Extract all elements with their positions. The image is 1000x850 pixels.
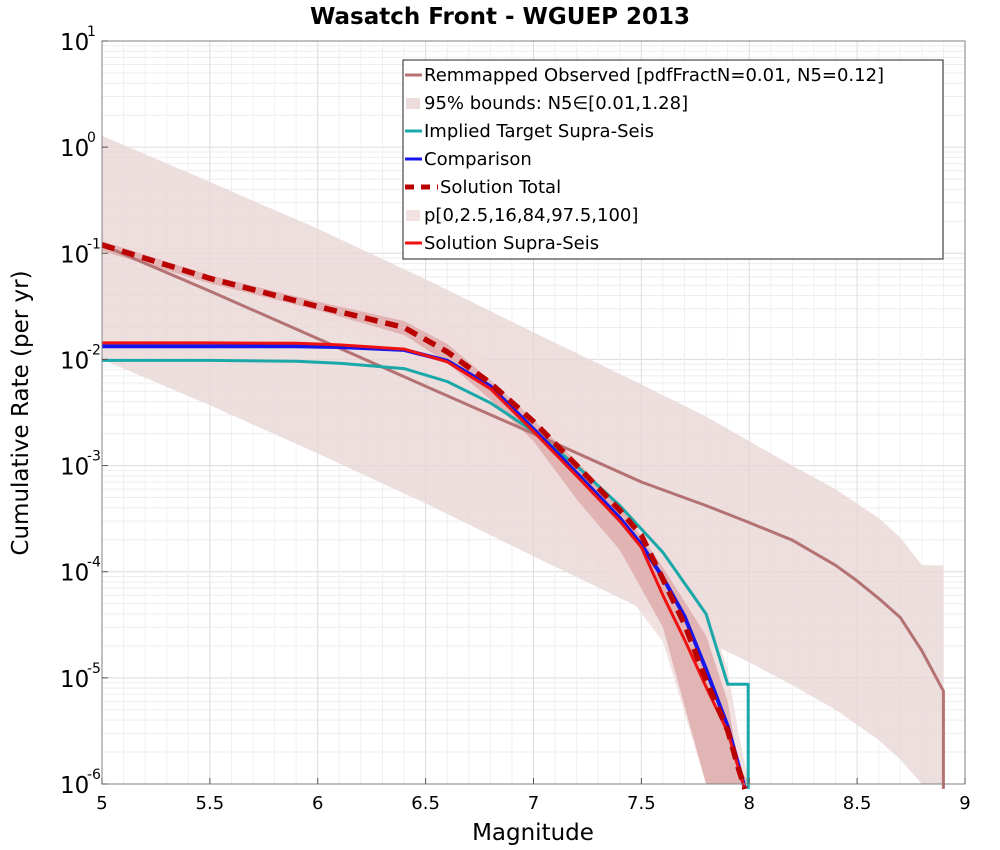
legend: Remmapped Observed [pdfFractN=0.01, N5=0… (402, 59, 944, 260)
legend-label-1: 95% bounds: N5∈[0.01,1.28] (424, 93, 688, 114)
y-tick-exponent: -4 (87, 555, 101, 571)
legend-box (402, 59, 944, 260)
legend-swatch-5 (406, 210, 420, 221)
x-tick-label: 7.5 (627, 793, 656, 814)
y-tick-exponent: -3 (87, 449, 101, 465)
legend-label-2: Implied Target Supra-Seis (424, 121, 654, 142)
legend-label-6: Solution Supra-Seis (424, 233, 599, 254)
x-tick-label: 9 (959, 793, 970, 814)
y-tick-label: 10 (60, 561, 89, 587)
y-tick-label: 10 (60, 136, 89, 162)
y-tick-label: 10 (60, 348, 89, 374)
y-tick-exponent: -6 (87, 767, 101, 783)
legend-label-0: Remmapped Observed [pdfFractN=0.01, N5=0… (424, 65, 884, 86)
legend-swatch-1 (406, 98, 420, 109)
series-line-3 (102, 341, 747, 790)
x-tick-label: 6.5 (411, 793, 440, 814)
y-tick-label: 10 (60, 242, 89, 268)
y-tick-label: 10 (60, 667, 89, 693)
x-tick-label: 5.5 (196, 793, 225, 814)
y-axis-label: Cumulative Rate (per yr) (8, 270, 34, 555)
x-tick-label: 5 (96, 793, 107, 814)
x-tick-label: 7 (528, 793, 539, 814)
y-tick-label: 10 (60, 30, 89, 56)
series-layer (101, 242, 945, 790)
x-tick-layer: 5 5.5 6 6.5 7 7.5 8 8.5 9 (96, 778, 971, 814)
series-line-2 (102, 344, 747, 790)
x-tick-label: 6 (312, 793, 323, 814)
y-tick-exponent: -5 (87, 661, 101, 677)
legend-label-5: p[0,2.5,16,84,97.5,100] (424, 205, 638, 226)
y-tick-exponent: -2 (87, 342, 101, 358)
y-tick-label: 10 (60, 455, 89, 481)
x-tick-label: 8 (744, 793, 755, 814)
x-tick-label: 8.5 (843, 793, 872, 814)
y-tick-label: 10 (60, 773, 89, 799)
legend-label-4: Solution Total (440, 177, 561, 198)
y-tick-exponent: -1 (87, 236, 101, 252)
series-line-0 (101, 243, 945, 789)
chart-title: Wasatch Front - WGUEP 2013 (310, 4, 690, 30)
legend-label-3: Comparison (424, 149, 532, 170)
x-axis-label: Magnitude (472, 820, 594, 846)
y-tick-exponent: 0 (87, 130, 96, 146)
y-tick-exponent: 1 (87, 24, 96, 40)
